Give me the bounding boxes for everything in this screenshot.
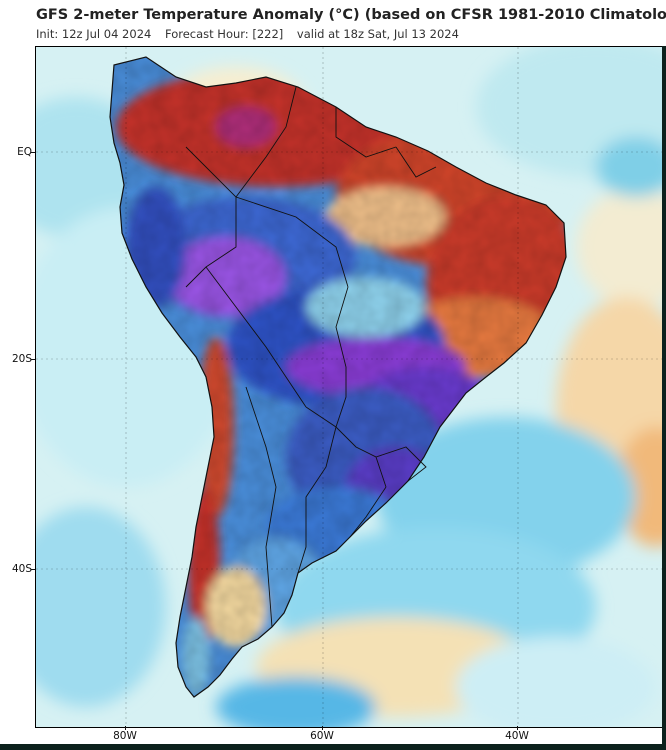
window-edge-right bbox=[662, 46, 666, 750]
lat-label-40s: 40S bbox=[11, 563, 32, 575]
lon-label-60w: 60W bbox=[310, 730, 334, 742]
lon-label-80w: 80W bbox=[113, 730, 137, 742]
anomaly-map bbox=[35, 46, 666, 728]
forecast-hour: Forecast Hour: [222] bbox=[164, 27, 284, 41]
lat-tick bbox=[31, 569, 35, 570]
init-time: Init: 12z Jul 04 2024 bbox=[36, 27, 152, 41]
figure-title: GFS 2-meter Temperature Anomaly (°C) (ba… bbox=[36, 7, 666, 23]
lat-label-eq: EQ bbox=[17, 146, 32, 158]
coastline bbox=[109, 56, 567, 698]
lon-tick bbox=[125, 726, 126, 730]
lat-tick bbox=[31, 152, 35, 153]
lon-tick bbox=[517, 726, 518, 730]
window-edge-bottom bbox=[0, 744, 666, 750]
figure-subtitle: Init: 12z Jul 04 2024 Forecast Hour: [22… bbox=[36, 27, 469, 41]
country-borders bbox=[185, 86, 437, 628]
lat-tick bbox=[31, 359, 35, 360]
lon-label-40w: 40W bbox=[505, 730, 529, 742]
valid-time: valid at 18z Sat, Jul 13 2024 bbox=[296, 27, 459, 41]
lon-tick bbox=[322, 726, 323, 730]
lat-label-20s: 20S bbox=[11, 353, 32, 365]
anomaly-map-svg bbox=[36, 47, 666, 727]
figure-header: GFS 2-meter Temperature Anomaly (°C) (ba… bbox=[0, 0, 666, 46]
graticule bbox=[36, 47, 666, 727]
